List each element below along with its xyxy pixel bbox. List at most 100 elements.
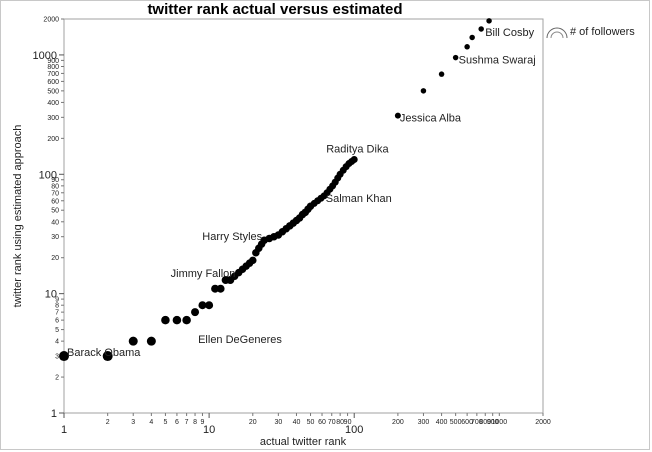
legend-size-icon: [546, 27, 568, 39]
y-minor-tick-label: 40: [51, 219, 59, 226]
x-minor-tick-label: 8: [193, 419, 197, 426]
annotation-label: Barack Obama: [67, 347, 141, 359]
annotation-label: Salman Khan: [326, 193, 392, 205]
legend[interactable]: # of followers: [546, 26, 635, 39]
x-minor-tick-label: 7: [185, 419, 189, 426]
chart-title: twitter rank actual versus estimated: [147, 1, 402, 18]
x-tick-label: 100: [345, 424, 363, 436]
annotation-label: Raditya Dika: [326, 144, 389, 156]
x-minor-tick-label: 200: [392, 419, 404, 426]
y-tick-label: 10: [45, 289, 57, 301]
y-minor-tick-label: 9: [55, 297, 59, 304]
data-point: [205, 301, 214, 310]
data-point: [216, 284, 225, 293]
data-point: [249, 256, 257, 265]
y-minor-tick-label: 20: [51, 255, 59, 262]
x-minor-tick-label: 60: [318, 419, 326, 426]
x-minor-tick-label: 90: [344, 419, 352, 426]
annotation-label: Sushma Swaraj: [459, 55, 536, 67]
point-annotations: Barack Obama Ellen DeGeneres Jimmy Fallon H…: [67, 27, 536, 359]
y-minor-tick-label: 3: [55, 354, 59, 361]
x-minor-tick-label: 700: [471, 419, 483, 426]
data-point: [146, 336, 156, 346]
x-minor-tick-label: 400: [436, 419, 448, 426]
x-minor-tick-label: 9: [201, 419, 205, 426]
data-point: [469, 34, 475, 41]
data-point: [128, 336, 138, 346]
y-minor-tick-label: 300: [47, 115, 59, 122]
y-minor-tick-label: 400: [47, 100, 59, 107]
x-minor-tick-label: 30: [274, 419, 282, 426]
data-point: [198, 301, 207, 310]
data-point: [102, 351, 113, 362]
data-point: [420, 88, 427, 94]
y-minor-tick-label: 2: [55, 375, 59, 382]
x-minor-tick-label: 40: [293, 419, 301, 426]
data-point: [478, 26, 484, 32]
data-point: [211, 284, 220, 293]
data-points: [59, 18, 492, 362]
x-minor-tick-label: 2: [106, 419, 110, 426]
x-tick-label: 1: [61, 424, 67, 436]
y-minor-tick-label: 90: [51, 177, 59, 184]
x-axis-ticks: 1 10 100 2 3 4 5 6 7 8 9 20 30 40 50 60 70 80 90 200 300 400 5…: [61, 413, 551, 436]
x-minor-tick-label: 500: [450, 419, 462, 426]
annotation-label: Bill Cosby: [485, 27, 534, 39]
x-minor-tick-label: 900: [487, 419, 499, 426]
x-minor-tick-label: 2000: [535, 419, 551, 426]
data-point: [191, 308, 200, 317]
x-axis-title: actual twitter rank: [260, 436, 347, 448]
x-minor-tick-label: 80: [336, 419, 344, 426]
data-point: [172, 315, 182, 325]
data-point: [394, 112, 401, 119]
y-minor-tick-label: 4: [55, 339, 59, 346]
x-minor-tick-label: 1000: [492, 419, 508, 426]
y-minor-tick-label: 80: [51, 183, 59, 190]
plot-area: [63, 18, 544, 414]
data-point: [452, 54, 459, 61]
annotation-label: Ellen DeGeneres: [198, 334, 282, 346]
x-minor-tick-label: 800: [479, 419, 491, 426]
annotation-label: Jessica Alba: [400, 113, 462, 125]
y-minor-tick-label: 200: [47, 136, 59, 143]
y-minor-tick-label: 800: [47, 64, 59, 71]
y-tick-label: 1000: [33, 50, 57, 62]
y-tick-label: 1: [51, 408, 57, 420]
y-minor-tick-label: 2000: [43, 17, 59, 24]
y-minor-tick-label: 5: [55, 327, 59, 334]
data-point: [350, 156, 358, 164]
y-minor-tick-label: 6: [55, 318, 59, 325]
legend-label: # of followers: [570, 26, 635, 38]
data-point: [182, 315, 191, 325]
y-minor-tick-label: 7: [55, 310, 59, 317]
x-minor-tick-label: 5: [163, 419, 167, 426]
x-minor-tick-label: 70: [328, 419, 336, 426]
y-minor-tick-label: 8: [55, 303, 59, 310]
y-axis-title: twitter rank using estimated approach: [12, 125, 24, 308]
x-minor-tick-label: 600: [461, 419, 473, 426]
y-minor-tick-label: 600: [47, 79, 59, 86]
data-point: [464, 44, 470, 50]
x-minor-tick-label: 6: [175, 419, 179, 426]
y-minor-tick-label: 500: [47, 88, 59, 95]
annotation-label: Jimmy Fallon: [171, 268, 236, 280]
annotation-label: Harry Styles: [202, 231, 262, 243]
y-minor-tick-label: 900: [47, 58, 59, 65]
y-tick-label: 100: [39, 169, 57, 181]
data-point: [438, 71, 445, 77]
x-minor-tick-label: 3: [131, 419, 135, 426]
data-point: [59, 351, 69, 362]
data-point: [486, 18, 492, 24]
y-minor-tick-label: 50: [51, 208, 59, 215]
x-minor-tick-label: 300: [418, 419, 430, 426]
y-minor-tick-label: 700: [47, 71, 59, 78]
y-minor-tick-label: 60: [51, 198, 59, 205]
y-minor-tick-label: 30: [51, 234, 59, 241]
data-point: [161, 315, 170, 325]
x-tick-label: 10: [203, 424, 215, 436]
y-minor-tick-label: 70: [51, 190, 59, 197]
x-minor-tick-label: 4: [149, 419, 153, 426]
